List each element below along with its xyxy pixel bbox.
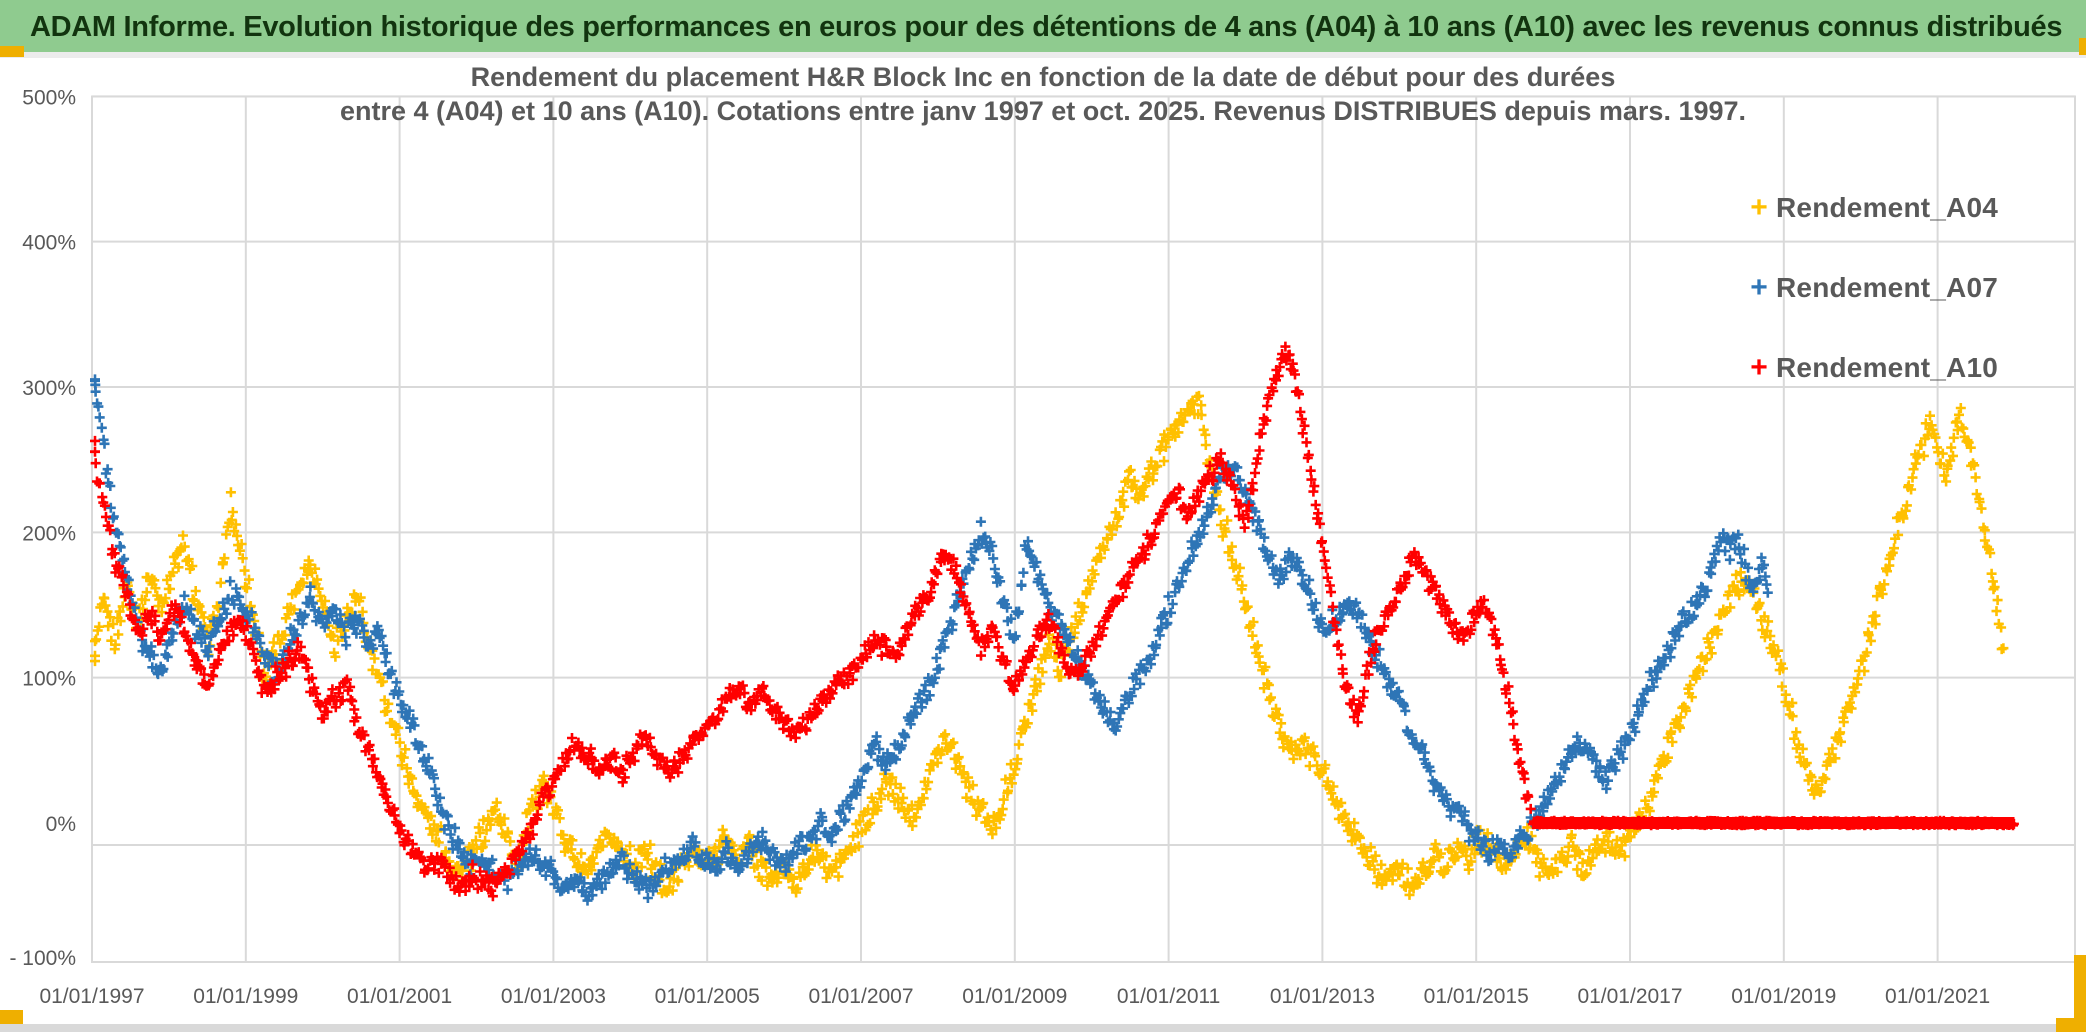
orange-accent-bottom-right-foot <box>2056 1018 2086 1032</box>
chart-title-line1: Rendement du placement H&R Block Inc en … <box>470 62 1616 92</box>
orange-accent-top-right <box>2079 38 2086 55</box>
y-tick-label: 0% <box>46 813 76 836</box>
orange-accent-top-left <box>0 46 24 57</box>
legend-item-rendement_a10: + Rendement_A10 <box>1742 346 1998 390</box>
orange-accent-bottom-left <box>0 1010 23 1024</box>
x-tick-label: 01/01/2003 <box>501 985 606 1008</box>
legend-label: Rendement_A07 <box>1776 272 1999 303</box>
plus-marker-icon: + <box>1750 271 1768 304</box>
legend-label: Rendement_A10 <box>1776 352 1999 383</box>
orange-accent-bottom-right <box>2074 955 2086 1032</box>
x-tick-label: 01/01/1997 <box>39 985 144 1008</box>
banner-title: ADAM Informe. Evolution historique des p… <box>30 11 2063 43</box>
plus-marker-icon: + <box>1750 191 1768 224</box>
x-tick-label: 01/01/2009 <box>962 985 1067 1008</box>
x-tick-label: 01/01/2021 <box>1885 985 1990 1008</box>
legend-label: Rendement_A04 <box>1776 192 1999 223</box>
top-banner: ADAM Informe. Evolution historique des p… <box>0 0 2086 52</box>
x-tick-label: 01/01/2005 <box>655 985 760 1008</box>
chart-title-line2: entre 4 (A04) et 10 ans (A10). Cotations… <box>339 96 1747 126</box>
bottom-gray-bar <box>0 1024 2086 1032</box>
y-tick-label: 100% <box>22 668 76 691</box>
x-tick-label: 01/01/2013 <box>1270 985 1375 1008</box>
y-tick-label: 300% <box>22 377 76 400</box>
x-tick-label: 01/01/2011 <box>1117 985 1221 1008</box>
x-tick-label: 01/01/2001 <box>347 985 452 1008</box>
chart-legend: + Rendement_A04 + Rendement_A07 + Rendement_A… <box>1742 186 1998 426</box>
y-tick-label: 400% <box>22 232 76 255</box>
x-tick-label: 01/01/2015 <box>1424 985 1529 1008</box>
y-tick-label: 500% <box>22 86 76 109</box>
plus-marker-icon: + <box>1750 351 1768 384</box>
series-markers-rendement_a10 <box>90 341 1536 902</box>
legend-item-rendement_a04: + Rendement_A04 <box>1742 186 1998 230</box>
x-tick-label: 01/01/2017 <box>1577 985 1682 1008</box>
y-tick-label: - 100% <box>9 947 76 970</box>
chart-title: Rendement du placement H&R Block Inc en … <box>0 60 2086 128</box>
a10-zero-flat-markers <box>1528 815 2019 831</box>
legend-item-rendement_a07: + Rendement_A07 <box>1742 266 1998 310</box>
banner-underline <box>0 52 2086 58</box>
x-tick-label: 01/01/2007 <box>808 985 913 1008</box>
x-tick-label: 01/01/1999 <box>193 985 298 1008</box>
y-tick-label: 200% <box>22 522 76 545</box>
x-tick-label: 01/01/2019 <box>1731 985 1836 1008</box>
